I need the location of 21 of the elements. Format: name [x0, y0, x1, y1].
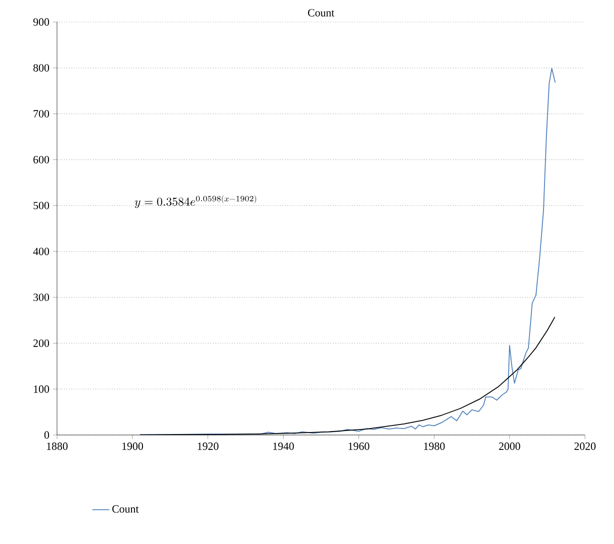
y-tick-label: 0	[44, 431, 50, 439]
annotation: $y = 0.3584e^{0.0598(x-1902)}$	[134, 195, 256, 208]
y-tick-label: 300	[34, 294, 50, 302]
y-tick-label: 800	[33, 64, 50, 72]
x-tick-label: 1940	[273, 442, 294, 450]
x-tick-label: 1960	[348, 442, 370, 450]
x-tick-label: 1920	[198, 442, 218, 450]
legend-label: Count	[112, 505, 139, 513]
chart-title: Count	[308, 9, 334, 16]
y-tick-label: 600	[33, 156, 50, 164]
y-tick-label: 700	[34, 110, 50, 118]
y-tick-label: 100	[34, 385, 50, 393]
x-tick-label: 1900	[122, 442, 144, 450]
x-tick-label: 1880	[46, 442, 68, 450]
y-tick-label: 500	[34, 202, 50, 210]
x-tick-label: 1980	[424, 442, 445, 450]
x-tick-label: 2020	[574, 442, 596, 450]
x-tick-label: 2000	[499, 442, 520, 450]
y-tick-label: 200	[33, 340, 50, 347]
y-tick-label: 900	[33, 18, 50, 26]
y-tick-label: 400	[33, 248, 50, 256]
